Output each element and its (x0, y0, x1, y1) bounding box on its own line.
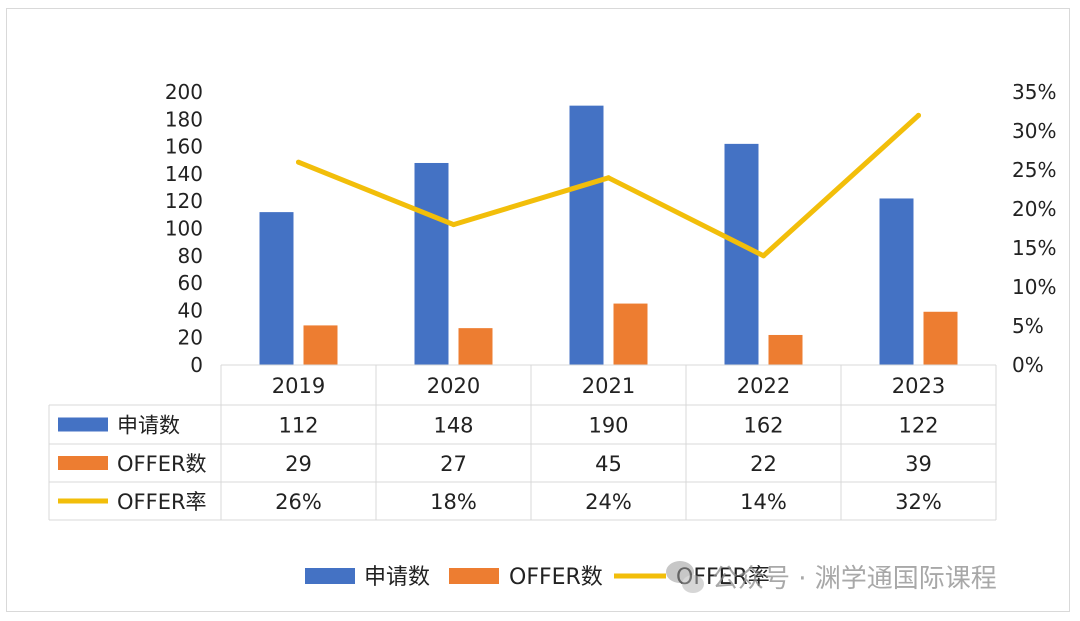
watermark-text: 公众号 · 渊学通国际课程 (712, 564, 997, 594)
left-axis-tick-label: 60 (178, 271, 203, 295)
data-label: 22 (750, 452, 777, 476)
bar-applications (724, 143, 759, 365)
table-row-label: 申请数 (117, 414, 180, 438)
right-axis-tick-label: 15% (1012, 236, 1056, 260)
wechat-icon (666, 561, 704, 593)
category-label: 2023 (892, 374, 945, 398)
left-axis-tick-label: 100 (165, 217, 203, 241)
left-axis-tick-label: 140 (165, 162, 203, 186)
data-label: 112 (278, 414, 318, 438)
right-axis-tick-label: 25% (1012, 158, 1056, 182)
table-row-label: OFFER数 (117, 452, 207, 476)
data-label: 29 (285, 452, 312, 476)
offer-rate-point (296, 159, 301, 165)
right-axis-tick-label: 30% (1012, 119, 1056, 143)
left-axis-tick-label: 80 (178, 244, 203, 268)
left-axis-tick-label: 200 (165, 80, 203, 104)
bar-offers (303, 325, 338, 365)
right-axis-tick-label: 20% (1012, 197, 1056, 221)
chart-frame (6, 8, 1070, 612)
left-axis-tick-label: 40 (178, 298, 203, 322)
bar-applications (879, 198, 914, 365)
table-legend-key (58, 456, 108, 470)
table-row-label: OFFER率 (117, 490, 207, 514)
legend-key (449, 568, 499, 584)
offer-rate-point (606, 175, 611, 181)
right-axis-tick-label: 5% (1012, 314, 1044, 338)
offer-rate-point (451, 222, 456, 228)
data-label: 45 (595, 452, 622, 476)
data-label: 32% (895, 490, 942, 514)
legend-label: 申请数 (364, 565, 430, 590)
data-label: 26% (275, 490, 322, 514)
offer-rate-point (761, 253, 766, 259)
right-axis-tick-label: 0% (1012, 353, 1044, 377)
bar-applications (259, 212, 294, 365)
left-axis-tick-label: 0 (190, 353, 203, 377)
data-label: 39 (905, 452, 932, 476)
legend-label: OFFER数 (509, 565, 603, 590)
data-label: 122 (898, 414, 938, 438)
data-label: 14% (740, 490, 787, 514)
data-label: 190 (588, 414, 628, 438)
left-axis-tick-label: 180 (165, 107, 203, 131)
data-label: 27 (440, 452, 467, 476)
wechat-icon-bubble (682, 575, 704, 593)
right-axis-tick-label: 35% (1012, 80, 1056, 104)
category-label: 2019 (272, 374, 325, 398)
bar-offers (458, 328, 493, 365)
left-axis-tick-label: 160 (165, 135, 203, 159)
right-axis-tick-label: 10% (1012, 275, 1056, 299)
bar-offers (923, 311, 958, 365)
data-label: 18% (430, 490, 477, 514)
bar-applications (414, 162, 449, 365)
bar-applications (569, 105, 604, 366)
bar-offers (613, 303, 648, 365)
data-label: 24% (585, 490, 632, 514)
category-label: 2021 (582, 374, 635, 398)
offer-rate-point (916, 112, 921, 118)
left-axis-tick-label: 120 (165, 189, 203, 213)
category-label: 2020 (427, 374, 480, 398)
bar-offers (768, 334, 803, 365)
legend-key (305, 568, 355, 584)
table-legend-key (58, 417, 108, 432)
data-label: 148 (433, 414, 473, 438)
category-label: 2022 (737, 374, 790, 398)
left-axis-tick-label: 20 (178, 326, 203, 350)
data-label: 162 (743, 414, 783, 438)
offer-rate-line (296, 112, 921, 259)
